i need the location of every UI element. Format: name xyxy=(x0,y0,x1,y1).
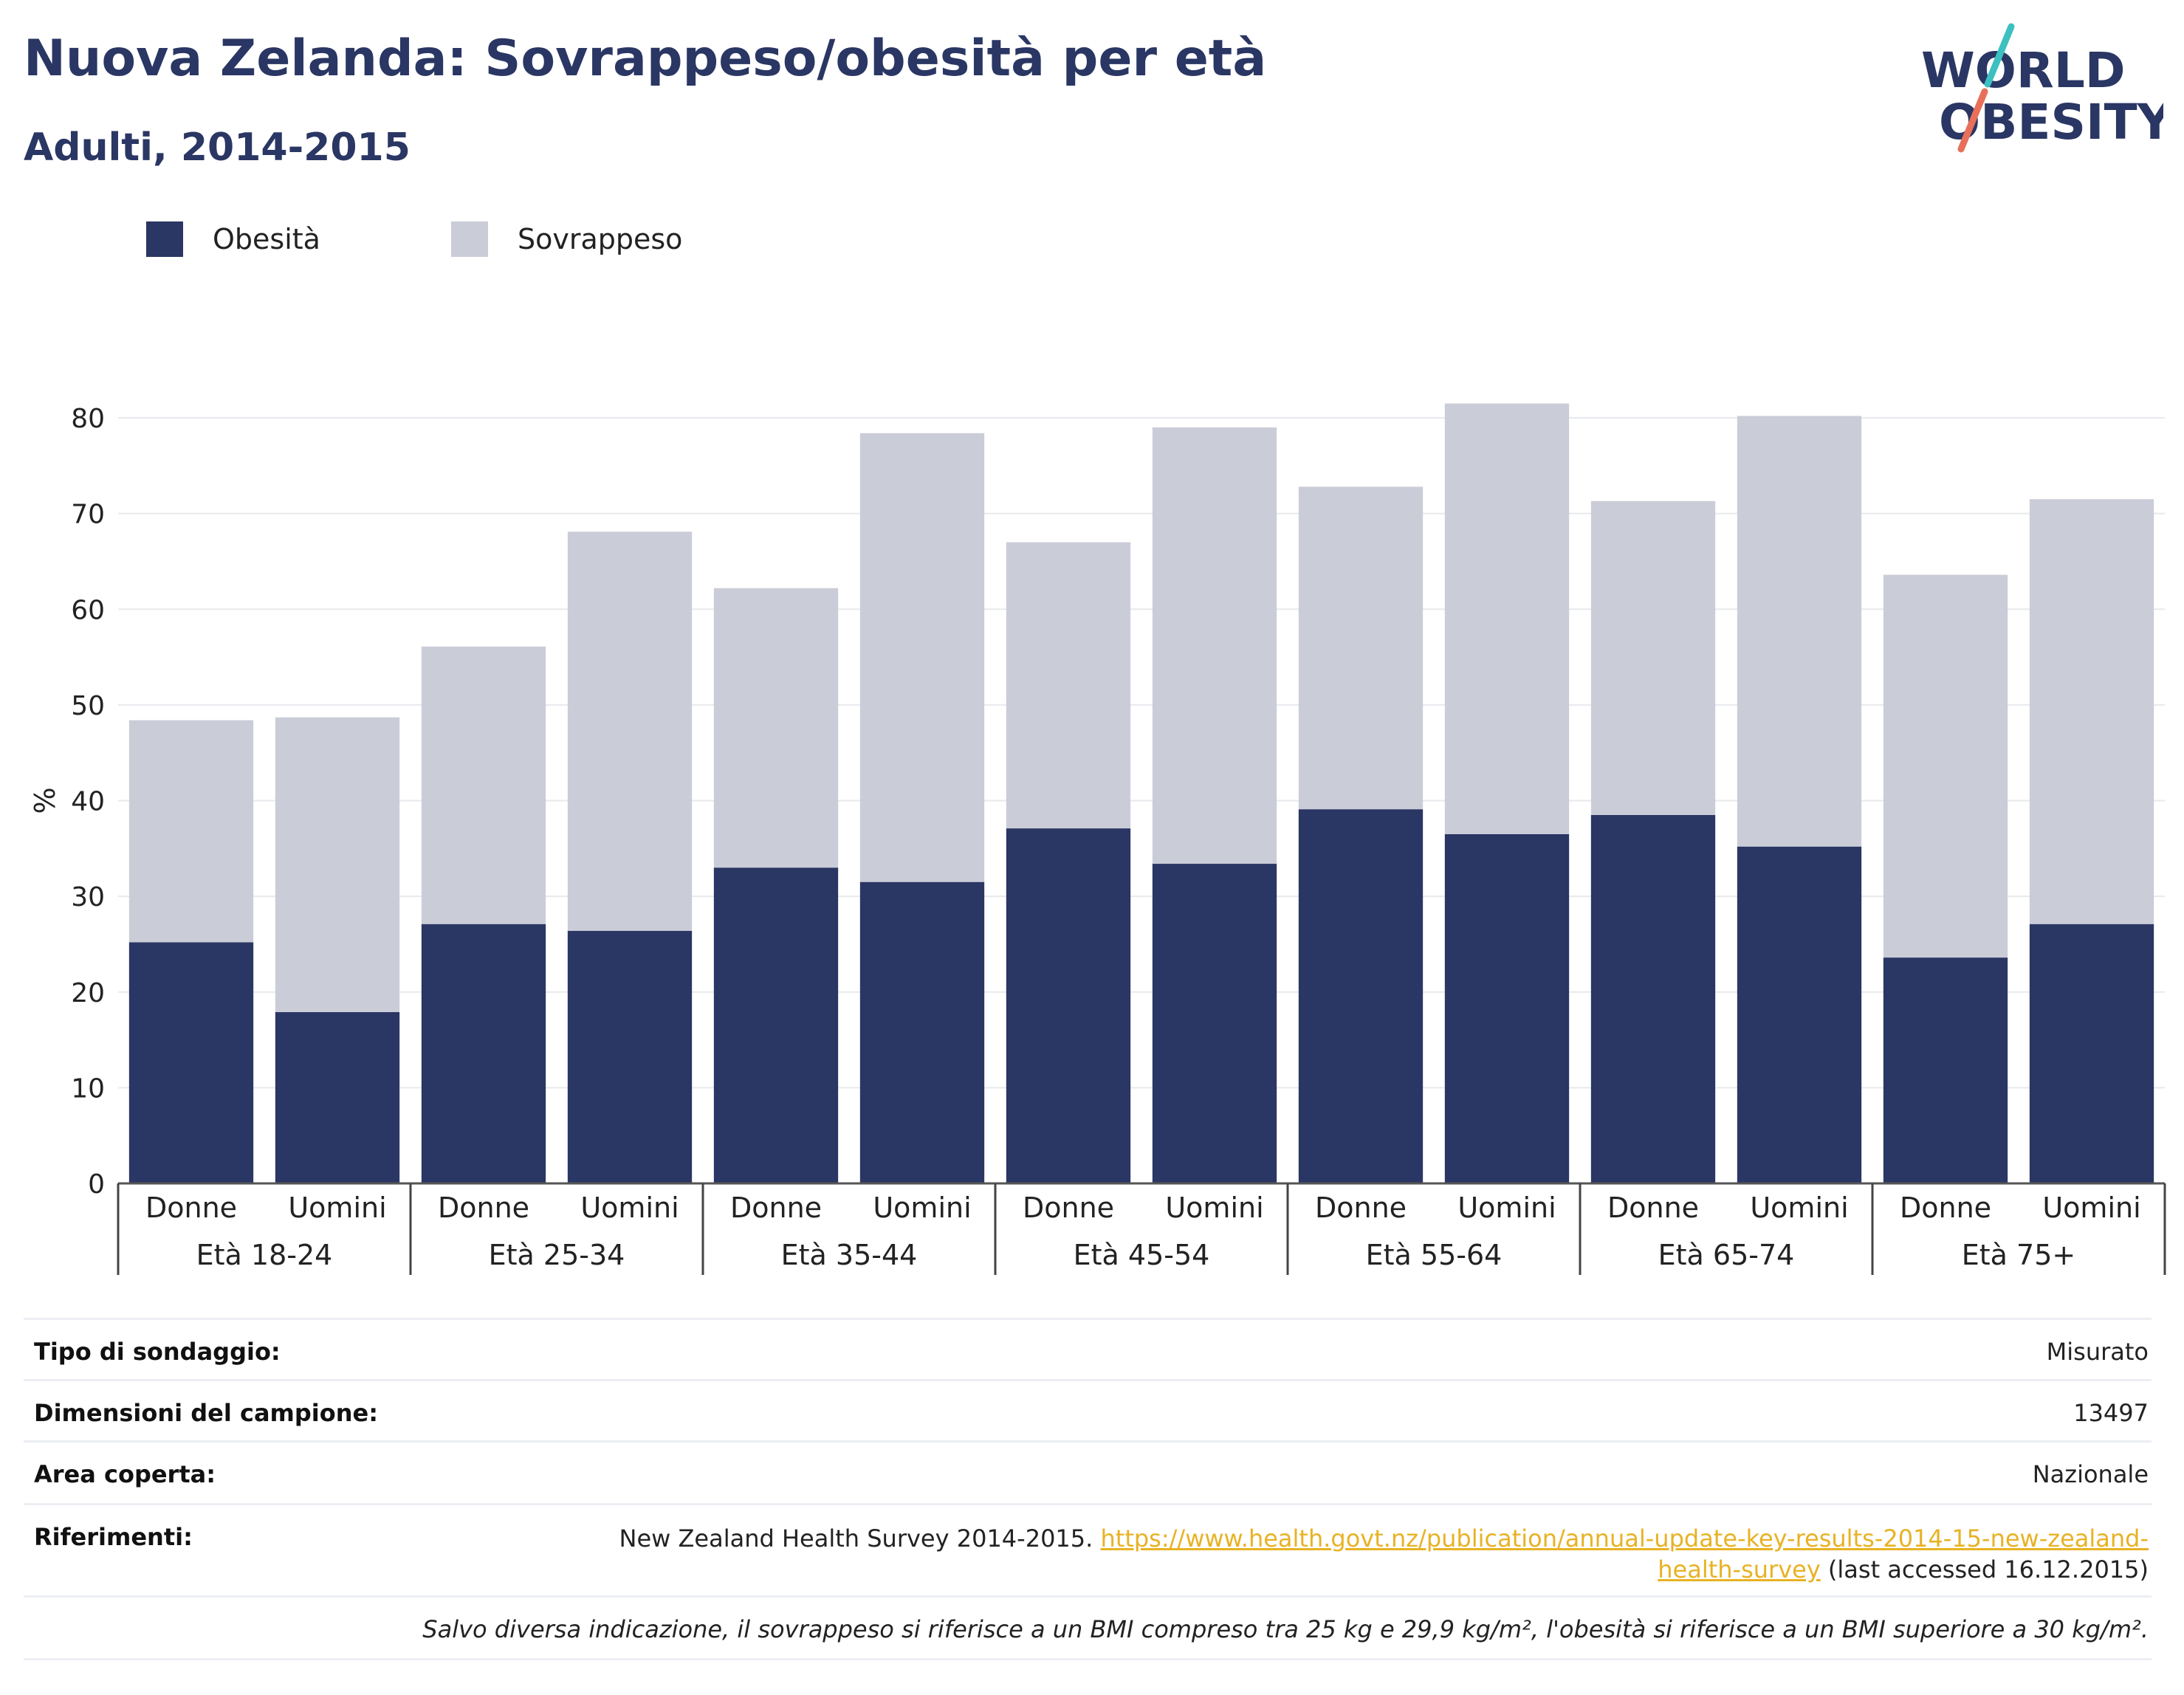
x-group-label: Età 35-44 xyxy=(781,1239,918,1271)
y-tick-label: 20 xyxy=(71,978,105,1008)
references-label: Riferimenti: xyxy=(34,1523,193,1551)
x-group-label: Età 55-64 xyxy=(1366,1239,1503,1271)
x-category-label: Donne xyxy=(1900,1192,1991,1224)
legend-label-obesity: Obesità xyxy=(213,223,320,255)
info-row-survey-type: Tipo di sondaggio: Misurato xyxy=(24,1318,2152,1379)
sample-size-label: Dimensioni del campione: xyxy=(34,1399,379,1427)
stacked-bar-chart: 0 10 20 30 40 50 60 70 80% Donne Uomini Donne Uomini… xyxy=(29,403,2166,1275)
y-tick-label: 30 xyxy=(71,882,105,912)
x-category-label: Donne xyxy=(730,1192,822,1224)
bar-overweight xyxy=(128,720,254,943)
x-group-label: Età 45-54 xyxy=(1074,1239,1210,1271)
x-group-label: Età 75+ xyxy=(1962,1239,2075,1271)
world-obesity-logo: WORLD OBESITY xyxy=(1921,23,2163,153)
bar-obesity xyxy=(567,930,693,1183)
bar-overweight xyxy=(275,717,400,1012)
y-tick-label: 0 xyxy=(88,1169,105,1200)
info-row-note: Salvo diversa indicazione, il sovrappeso… xyxy=(24,1595,2152,1660)
references-value: New Zealand Health Survey 2014-2015. htt… xyxy=(619,1523,2149,1585)
legend-item-overweight: Sovrappeso xyxy=(451,221,682,257)
area-label: Area coperta: xyxy=(34,1460,216,1488)
x-category-label: Donne xyxy=(438,1192,529,1224)
bar-overweight xyxy=(1298,487,1424,810)
references-text: New Zealand Health Survey 2014-2015. xyxy=(619,1524,1093,1553)
bar-overweight xyxy=(1590,501,1716,815)
x-category-label: Donne xyxy=(1607,1192,1699,1224)
y-tick-label: 60 xyxy=(71,595,105,625)
bar-obesity xyxy=(1737,846,1862,1183)
info-row-area: Area coperta: Nazionale xyxy=(24,1440,2152,1503)
bar-obesity xyxy=(1152,864,1277,1183)
x-category-label: Donne xyxy=(1315,1192,1407,1224)
references-link-part1[interactable]: https://www.health.govt.nz/publication/a… xyxy=(1100,1524,2149,1553)
info-row-references: Riferimenti: New Zealand Health Survey 2… xyxy=(24,1503,2152,1595)
legend-item-obesity: Obesità xyxy=(146,221,320,257)
sample-size-value: 13497 xyxy=(2073,1399,2149,1427)
bar-obesity xyxy=(1444,833,1570,1183)
x-group-label: Età 18-24 xyxy=(196,1239,333,1271)
y-axis-title: % xyxy=(29,787,61,814)
bar-overweight xyxy=(567,532,693,931)
bar-overweight xyxy=(1883,574,2008,958)
logo-slash-top xyxy=(1984,23,2015,88)
logo-line1: WORLD xyxy=(1921,42,2126,99)
y-tick-label: 10 xyxy=(71,1073,105,1104)
area-value: Nazionale xyxy=(2032,1460,2149,1488)
logo-slash-bottom xyxy=(1957,88,1988,153)
x-category-label: Donne xyxy=(145,1192,237,1224)
page-title: Nuova Zelanda: Sovrappeso/obesità per et… xyxy=(24,30,1267,88)
survey-type-label: Tipo di sondaggio: xyxy=(34,1338,281,1366)
x-category-label: Donne xyxy=(1023,1192,1114,1224)
bar-obesity xyxy=(128,942,254,1183)
bar-obesity xyxy=(713,867,839,1183)
info-row-sample-size: Dimensioni del campione: 13497 xyxy=(24,1379,2152,1440)
bar-obesity xyxy=(421,924,546,1183)
survey-info-table: Tipo di sondaggio: Misurato Dimensioni d… xyxy=(24,1318,2152,1660)
bar-obesity xyxy=(1298,809,1424,1183)
legend-label-overweight: Sovrappeso xyxy=(518,223,683,255)
survey-type-value: Misurato xyxy=(2046,1338,2149,1366)
x-category-label: Uomini xyxy=(2042,1192,2140,1224)
bar-obesity xyxy=(275,1011,400,1183)
x-category-label: Uomini xyxy=(288,1192,386,1224)
legend-swatch-obesity xyxy=(146,221,183,257)
bar-obesity xyxy=(1590,814,1716,1183)
x-category-label: Uomini xyxy=(1165,1192,1263,1224)
bar-overweight xyxy=(859,433,985,882)
y-tick-label: 50 xyxy=(71,691,105,721)
bar-overweight xyxy=(1006,542,1131,829)
x-group-label: Età 65-74 xyxy=(1658,1239,1795,1271)
references-line-1: New Zealand Health Survey 2014-2015. htt… xyxy=(619,1523,2149,1554)
x-category-label: Uomini xyxy=(873,1192,971,1224)
y-tick-label: 70 xyxy=(71,500,105,530)
bar-obesity xyxy=(1006,828,1131,1183)
bar-obesity xyxy=(859,881,985,1183)
bar-overweight xyxy=(2029,499,2154,924)
bar-overweight xyxy=(1737,416,1862,847)
references-link-part2[interactable]: health-survey xyxy=(1658,1555,1821,1584)
legend-swatch-overweight xyxy=(451,221,488,257)
bar-obesity xyxy=(1883,957,2008,1183)
x-category-label: Uomini xyxy=(1457,1192,1556,1224)
bar-overweight xyxy=(1152,427,1277,864)
y-tick-label: 40 xyxy=(71,787,105,817)
page-subtitle: Adulti, 2014-2015 xyxy=(24,126,411,170)
bmi-note: Salvo diversa indicazione, il sovrappeso… xyxy=(422,1615,2149,1643)
bar-obesity xyxy=(2029,924,2154,1183)
bar-overweight xyxy=(421,646,546,924)
x-category-label: Uomini xyxy=(1750,1192,1848,1224)
bar-overweight xyxy=(713,588,839,868)
references-accessed: (last accessed 16.12.2015) xyxy=(1827,1555,2149,1584)
references-line-2: health-survey (last accessed 16.12.2015) xyxy=(619,1554,2149,1585)
y-tick-label: 80 xyxy=(71,404,105,434)
x-group-label: Età 25-34 xyxy=(489,1239,625,1271)
x-category-label: Uomini xyxy=(580,1192,679,1224)
bar-overweight xyxy=(1444,403,1570,834)
